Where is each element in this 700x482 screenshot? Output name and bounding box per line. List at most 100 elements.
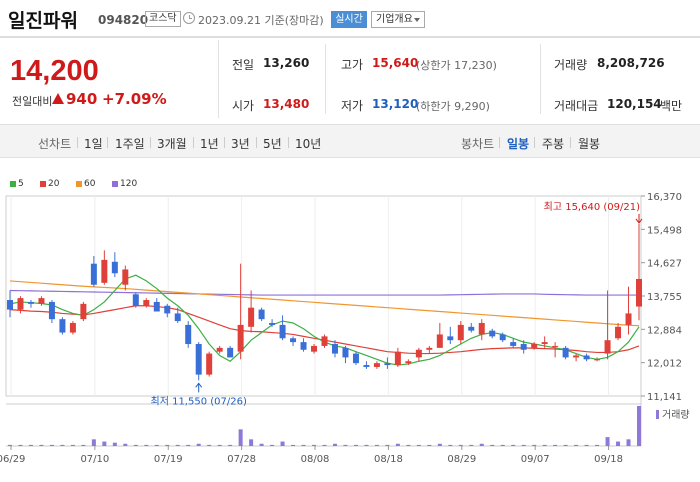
x-tick-label: 07/10 xyxy=(80,454,109,465)
tab-5y[interactable]: 5년 xyxy=(263,137,282,151)
candle-body xyxy=(625,313,632,325)
volume-bar xyxy=(385,444,390,446)
candle-body xyxy=(174,313,181,322)
candle-body xyxy=(237,324,244,352)
current-price: 14,200 xyxy=(10,55,99,87)
volume-bar xyxy=(584,444,589,446)
volume-bar xyxy=(60,444,65,446)
prev-close-value: 13,260 xyxy=(263,56,310,70)
x-tick-label: 09/07 xyxy=(521,454,550,465)
candle-body xyxy=(300,342,307,350)
volume-bar xyxy=(102,441,107,446)
y-tick-label: 14,627 xyxy=(647,259,682,270)
volume-bar xyxy=(70,444,75,446)
volume-bar xyxy=(542,444,547,446)
candle-body xyxy=(447,336,454,341)
high-value: 15,640 xyxy=(372,56,419,70)
volume-bar xyxy=(280,441,285,446)
chart-canvas: 16,370 15,498 14,627 13,755 12,884 12,012 11,1… xyxy=(0,192,690,465)
candle-body xyxy=(573,355,580,358)
candle-body xyxy=(69,322,76,333)
x-tick-label: 08/08 xyxy=(301,454,330,465)
candle-body xyxy=(227,347,234,358)
candle-body xyxy=(405,361,412,364)
candle-body xyxy=(90,263,97,285)
realtime-button[interactable]: 실시간 xyxy=(331,11,367,28)
volume-bar xyxy=(616,441,621,446)
volume-bar xyxy=(469,444,474,446)
candle-body xyxy=(27,301,34,304)
tab-10y[interactable]: 10년 xyxy=(295,137,322,151)
volume-bar xyxy=(175,444,180,446)
stock-code: 094820 xyxy=(98,13,149,27)
tab-weekly[interactable]: 주봉 xyxy=(542,137,565,151)
tab-1y[interactable]: 1년 xyxy=(200,137,219,151)
candle-body xyxy=(552,345,559,347)
x-tick-label: 09/18 xyxy=(594,454,623,465)
x-tick-label: 07/28 xyxy=(227,454,256,465)
volume-bar xyxy=(249,439,254,446)
candle-body xyxy=(520,344,527,350)
ma5-line xyxy=(9,274,640,366)
candle-body xyxy=(80,303,87,320)
open-label: 시가 xyxy=(232,99,255,113)
volume-bar xyxy=(364,444,369,446)
tab-monthly[interactable]: 월봉 xyxy=(578,137,601,151)
volume-bar xyxy=(626,439,631,446)
x-tick-label: 06/29 xyxy=(0,454,25,465)
candle-body xyxy=(132,294,139,306)
volume-bar xyxy=(186,444,191,446)
low-value: 13,120 xyxy=(372,97,419,111)
volume-bar xyxy=(406,444,411,446)
candle-body xyxy=(143,300,150,306)
candle-body xyxy=(311,345,318,352)
volume-bar xyxy=(144,444,149,446)
volume-bar xyxy=(374,444,379,446)
open-value: 13,480 xyxy=(263,97,310,111)
tab-daily[interactable]: 일봉 xyxy=(507,137,530,151)
volume-label: 거래량 xyxy=(554,58,588,72)
candle-body xyxy=(59,319,66,333)
legend-ma20: 20 xyxy=(40,179,59,189)
candle-body xyxy=(426,347,433,350)
candle-body xyxy=(111,261,118,274)
candle-body xyxy=(499,334,506,341)
tab-1w[interactable]: 1주일 xyxy=(115,137,145,151)
volume-bar xyxy=(28,444,33,446)
company-info-button[interactable]: 기업개요 xyxy=(371,11,425,28)
volume-bar xyxy=(532,444,537,446)
high-label: 고가 xyxy=(341,58,364,72)
volume-bar xyxy=(637,406,641,446)
y-tick-label: 12,012 xyxy=(647,359,682,370)
y-tick-label: 15,498 xyxy=(647,225,682,236)
candle-body xyxy=(248,307,255,327)
volume-bar xyxy=(500,444,505,446)
volume-bar xyxy=(521,444,526,446)
tab-3y[interactable]: 3년 xyxy=(231,137,250,151)
candle-body xyxy=(101,259,108,283)
candle-body xyxy=(7,300,13,310)
candle-body xyxy=(216,347,223,352)
candle-body xyxy=(185,324,192,345)
price-chart: 5 20 60 120 16,370 15,498 14,627 13,755 12,8… xyxy=(0,170,700,482)
tab-1d[interactable]: 1일 xyxy=(84,137,103,151)
candle-body xyxy=(122,269,129,285)
tab-3m[interactable]: 3개월 xyxy=(157,137,187,151)
x-tick-label: 08/18 xyxy=(374,454,403,465)
volume-bar xyxy=(490,444,495,446)
volume-bar xyxy=(479,443,484,446)
divider xyxy=(218,40,219,118)
chevron-down-icon xyxy=(414,18,420,22)
candle-body xyxy=(48,301,55,320)
plot-frame xyxy=(5,195,642,397)
high-arrow-head xyxy=(635,218,643,224)
volume-bar xyxy=(291,444,296,446)
upper-limit: (상한가 17,230) xyxy=(416,59,497,72)
y-tick-label: 11,141 xyxy=(647,392,682,403)
volume-bar xyxy=(270,444,275,446)
legend-ma60: 60 xyxy=(76,179,95,189)
candle-body xyxy=(604,340,611,354)
volume-bar xyxy=(133,444,138,446)
change-percent: +7.09% xyxy=(102,90,167,108)
volume-bar xyxy=(154,444,159,446)
